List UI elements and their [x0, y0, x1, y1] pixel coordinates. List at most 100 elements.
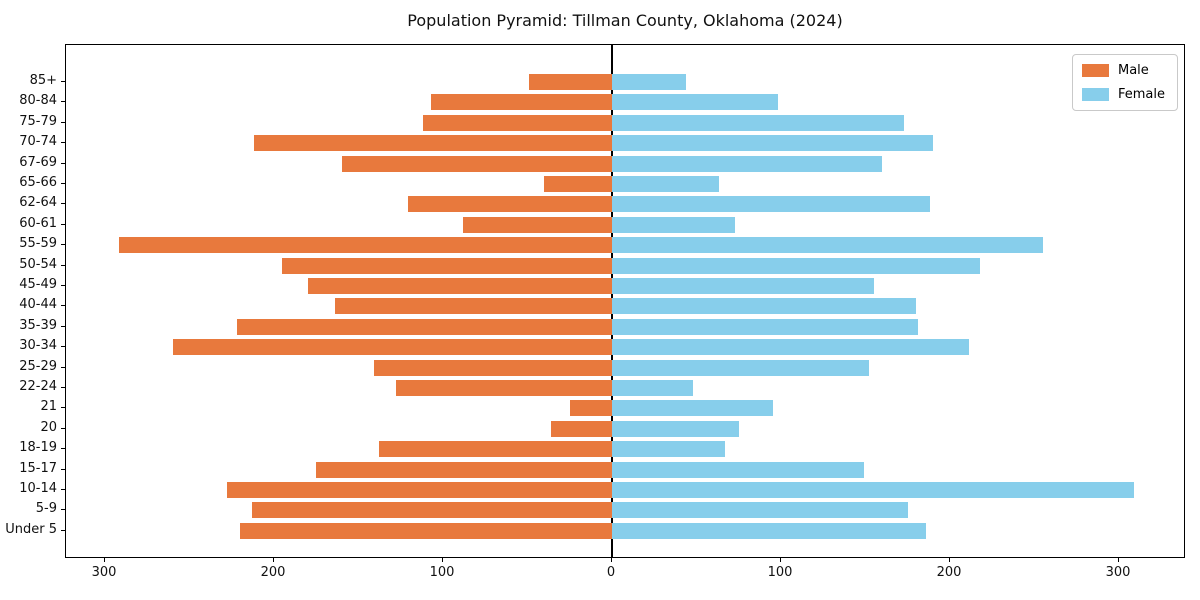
y-tick-mark — [61, 142, 65, 144]
bar-male-15-17 — [316, 461, 613, 478]
y-axis-label-20: 20 — [40, 419, 57, 435]
y-tick-mark — [61, 285, 65, 286]
y-tick-mark — [61, 305, 65, 307]
bar-male-80-84 — [431, 94, 612, 111]
y-tick-mark — [61, 529, 65, 531]
bar-male-65-66 — [544, 176, 612, 192]
bar-female-10-14 — [612, 482, 1135, 498]
bar-female-25-29 — [612, 359, 869, 376]
bar-female-40-44 — [612, 298, 917, 315]
bar-female-21 — [612, 400, 773, 417]
bar-male-Under 5 — [240, 522, 612, 539]
x-axis-tick-label-100: 100 — [767, 565, 793, 580]
y-tick-mark — [61, 203, 65, 205]
y-axis-label-10-14: 10-14 — [19, 481, 57, 496]
y-axis-label-75-79: 75-79 — [19, 113, 57, 129]
bar-female-50-54 — [612, 257, 981, 274]
bar-female-75-79 — [612, 114, 905, 131]
bar-female-22-24 — [612, 380, 694, 396]
y-axis-label-Under 5: Under 5 — [5, 521, 57, 537]
y-tick-mark — [61, 346, 65, 348]
bar-female-70-74 — [612, 135, 934, 152]
bar-male-85+ — [529, 74, 612, 90]
y-tick-mark — [61, 489, 65, 490]
bar-female-5-9 — [612, 502, 908, 519]
x-tick-mark — [104, 558, 105, 562]
y-axis-label-22-24: 22-24 — [19, 379, 57, 394]
chart-title: Population Pyramid: Tillman County, Okla… — [407, 11, 843, 30]
y-tick-mark — [61, 244, 65, 246]
y-axis-label-25-29: 25-29 — [19, 358, 57, 374]
bar-male-10-14 — [226, 482, 612, 498]
y-axis-label-80-84: 80-84 — [19, 93, 57, 109]
x-tick-mark — [780, 558, 781, 562]
x-axis-tick-label-200: 200 — [936, 565, 962, 580]
y-tick-mark — [61, 387, 65, 388]
bar-female-80-84 — [612, 94, 778, 111]
bar-male-62-64 — [407, 196, 612, 213]
female-color-swatch-icon — [1081, 88, 1109, 101]
plot-area: Male Female — [65, 44, 1185, 558]
x-tick-mark — [1118, 558, 1119, 562]
y-tick-mark — [61, 81, 65, 82]
bar-male-50-54 — [282, 257, 612, 274]
y-axis-label-35-39: 35-39 — [19, 317, 57, 333]
y-axis-label-50-54: 50-54 — [19, 256, 57, 272]
y-tick-mark — [61, 183, 65, 184]
bar-male-18-19 — [378, 441, 612, 458]
bar-female-18-19 — [612, 441, 726, 458]
male-color-swatch-icon — [1081, 64, 1109, 77]
x-tick-mark — [273, 558, 274, 562]
bar-male-21 — [569, 400, 613, 417]
x-axis-tick-label-0: 0 — [606, 565, 616, 580]
y-tick-mark — [61, 162, 65, 164]
bar-male-55-59 — [118, 237, 612, 254]
y-axis-label-70-74: 70-74 — [19, 134, 57, 150]
bar-male-22-24 — [395, 380, 612, 396]
y-tick-mark — [61, 101, 65, 103]
bar-female-67-69 — [612, 155, 883, 172]
bar-female-20 — [612, 420, 739, 437]
y-axis-label-60-61: 60-61 — [19, 215, 57, 231]
y-axis-label-5-9: 5-9 — [35, 501, 57, 517]
y-tick-mark — [61, 223, 65, 225]
x-axis-tick-label-300: 300 — [91, 565, 117, 580]
y-tick-mark — [61, 509, 65, 511]
bar-male-75-79 — [422, 114, 612, 131]
y-tick-mark — [61, 427, 65, 429]
y-tick-mark — [61, 407, 65, 409]
bar-male-70-74 — [253, 135, 612, 152]
y-axis-label-18-19: 18-19 — [19, 440, 57, 456]
y-axis-label-30-34: 30-34 — [19, 338, 57, 354]
bar-male-67-69 — [341, 155, 612, 172]
y-tick-mark — [61, 448, 65, 450]
legend: Male Female — [1071, 54, 1178, 111]
y-axis-label-45-49: 45-49 — [19, 277, 57, 292]
x-axis-tick-label-100: 100 — [429, 565, 455, 580]
bar-female-Under 5 — [612, 522, 927, 539]
legend-item-male: Male — [1081, 63, 1165, 78]
legend-item-female: Female — [1081, 87, 1165, 102]
bar-male-20 — [551, 420, 612, 437]
y-tick-mark — [61, 121, 65, 123]
bar-male-25-29 — [373, 359, 612, 376]
bar-male-35-39 — [236, 318, 612, 335]
y-tick-mark — [61, 468, 65, 470]
y-axis-label-85+: 85+ — [29, 73, 57, 88]
bar-male-30-34 — [172, 339, 612, 356]
x-tick-mark — [949, 558, 950, 562]
bar-male-45-49 — [307, 278, 612, 294]
y-axis-label-55-59: 55-59 — [19, 236, 57, 252]
bar-female-60-61 — [612, 216, 736, 233]
x-axis-tick-label-200: 200 — [260, 565, 286, 580]
bar-female-35-39 — [612, 318, 918, 335]
bar-female-30-34 — [612, 339, 969, 356]
y-axis-label-21: 21 — [40, 399, 57, 415]
bar-female-85+ — [612, 74, 687, 90]
y-axis-label-40-44: 40-44 — [19, 297, 57, 313]
bar-female-15-17 — [612, 461, 864, 478]
bar-male-40-44 — [334, 298, 612, 315]
bar-female-62-64 — [612, 196, 930, 213]
y-axis-label-65-66: 65-66 — [19, 175, 57, 190]
bar-female-45-49 — [612, 278, 874, 294]
